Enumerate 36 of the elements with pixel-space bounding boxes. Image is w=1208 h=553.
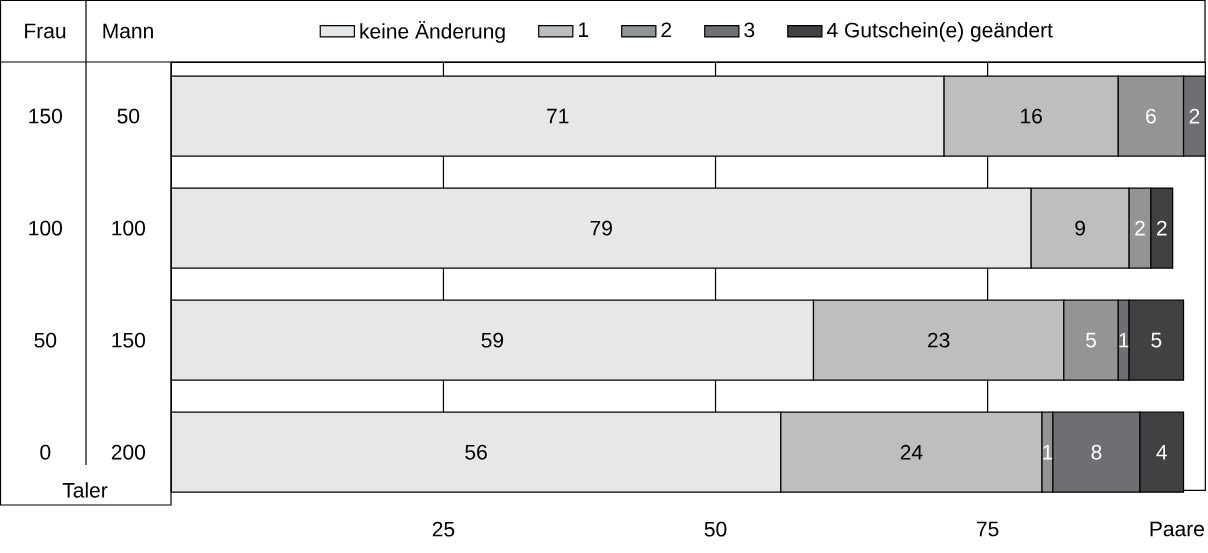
text: Mann — [103, 23, 153, 39]
x-tick-label: 50 — [704, 521, 727, 537]
data-label: 23 — [928, 332, 950, 348]
data-label: 6 — [1146, 108, 1156, 124]
legend-label: 1 — [579, 22, 589, 37]
x-tick-label: 25 — [432, 521, 455, 537]
legend-label: 4 Gutschein(e) geändert — [826, 22, 1053, 42]
y-tick-label: 0 — [40, 444, 51, 460]
y-tick-label: 100 — [29, 220, 63, 236]
data-label: 79 — [590, 220, 612, 236]
legend-label: 2 — [661, 22, 672, 38]
y-tick-label: 150 — [29, 108, 63, 124]
data-label: 9 — [1075, 220, 1085, 236]
data-label: 16 — [1021, 108, 1042, 124]
y-axis-title: Taler — [62, 482, 108, 498]
data-label: 2 — [1189, 108, 1200, 124]
legend-label: 3 — [744, 22, 755, 38]
data-label: 56 — [465, 444, 487, 460]
text: 50 — [117, 108, 140, 124]
y-tick-label: 50 — [34, 332, 57, 348]
data-label: 59 — [481, 332, 504, 348]
data-label: 2 — [1157, 220, 1167, 236]
text: Frau — [25, 23, 66, 39]
data-label: 2 — [1135, 220, 1145, 236]
data-label: 24 — [900, 444, 923, 460]
x-axis-title: Paare — [1150, 521, 1204, 537]
text: 150 — [112, 332, 146, 348]
legend-label: keine Änderung — [360, 20, 505, 43]
data-label: 5 — [1086, 332, 1096, 348]
data-label: 8 — [1091, 444, 1102, 460]
x-tick-label: 75 — [977, 521, 999, 537]
data-label: 71 — [547, 108, 569, 124]
data-label: 5 — [1151, 332, 1162, 348]
text: 100 — [112, 220, 146, 236]
text: 200 — [111, 444, 146, 460]
data-label: 4 — [1156, 444, 1167, 460]
